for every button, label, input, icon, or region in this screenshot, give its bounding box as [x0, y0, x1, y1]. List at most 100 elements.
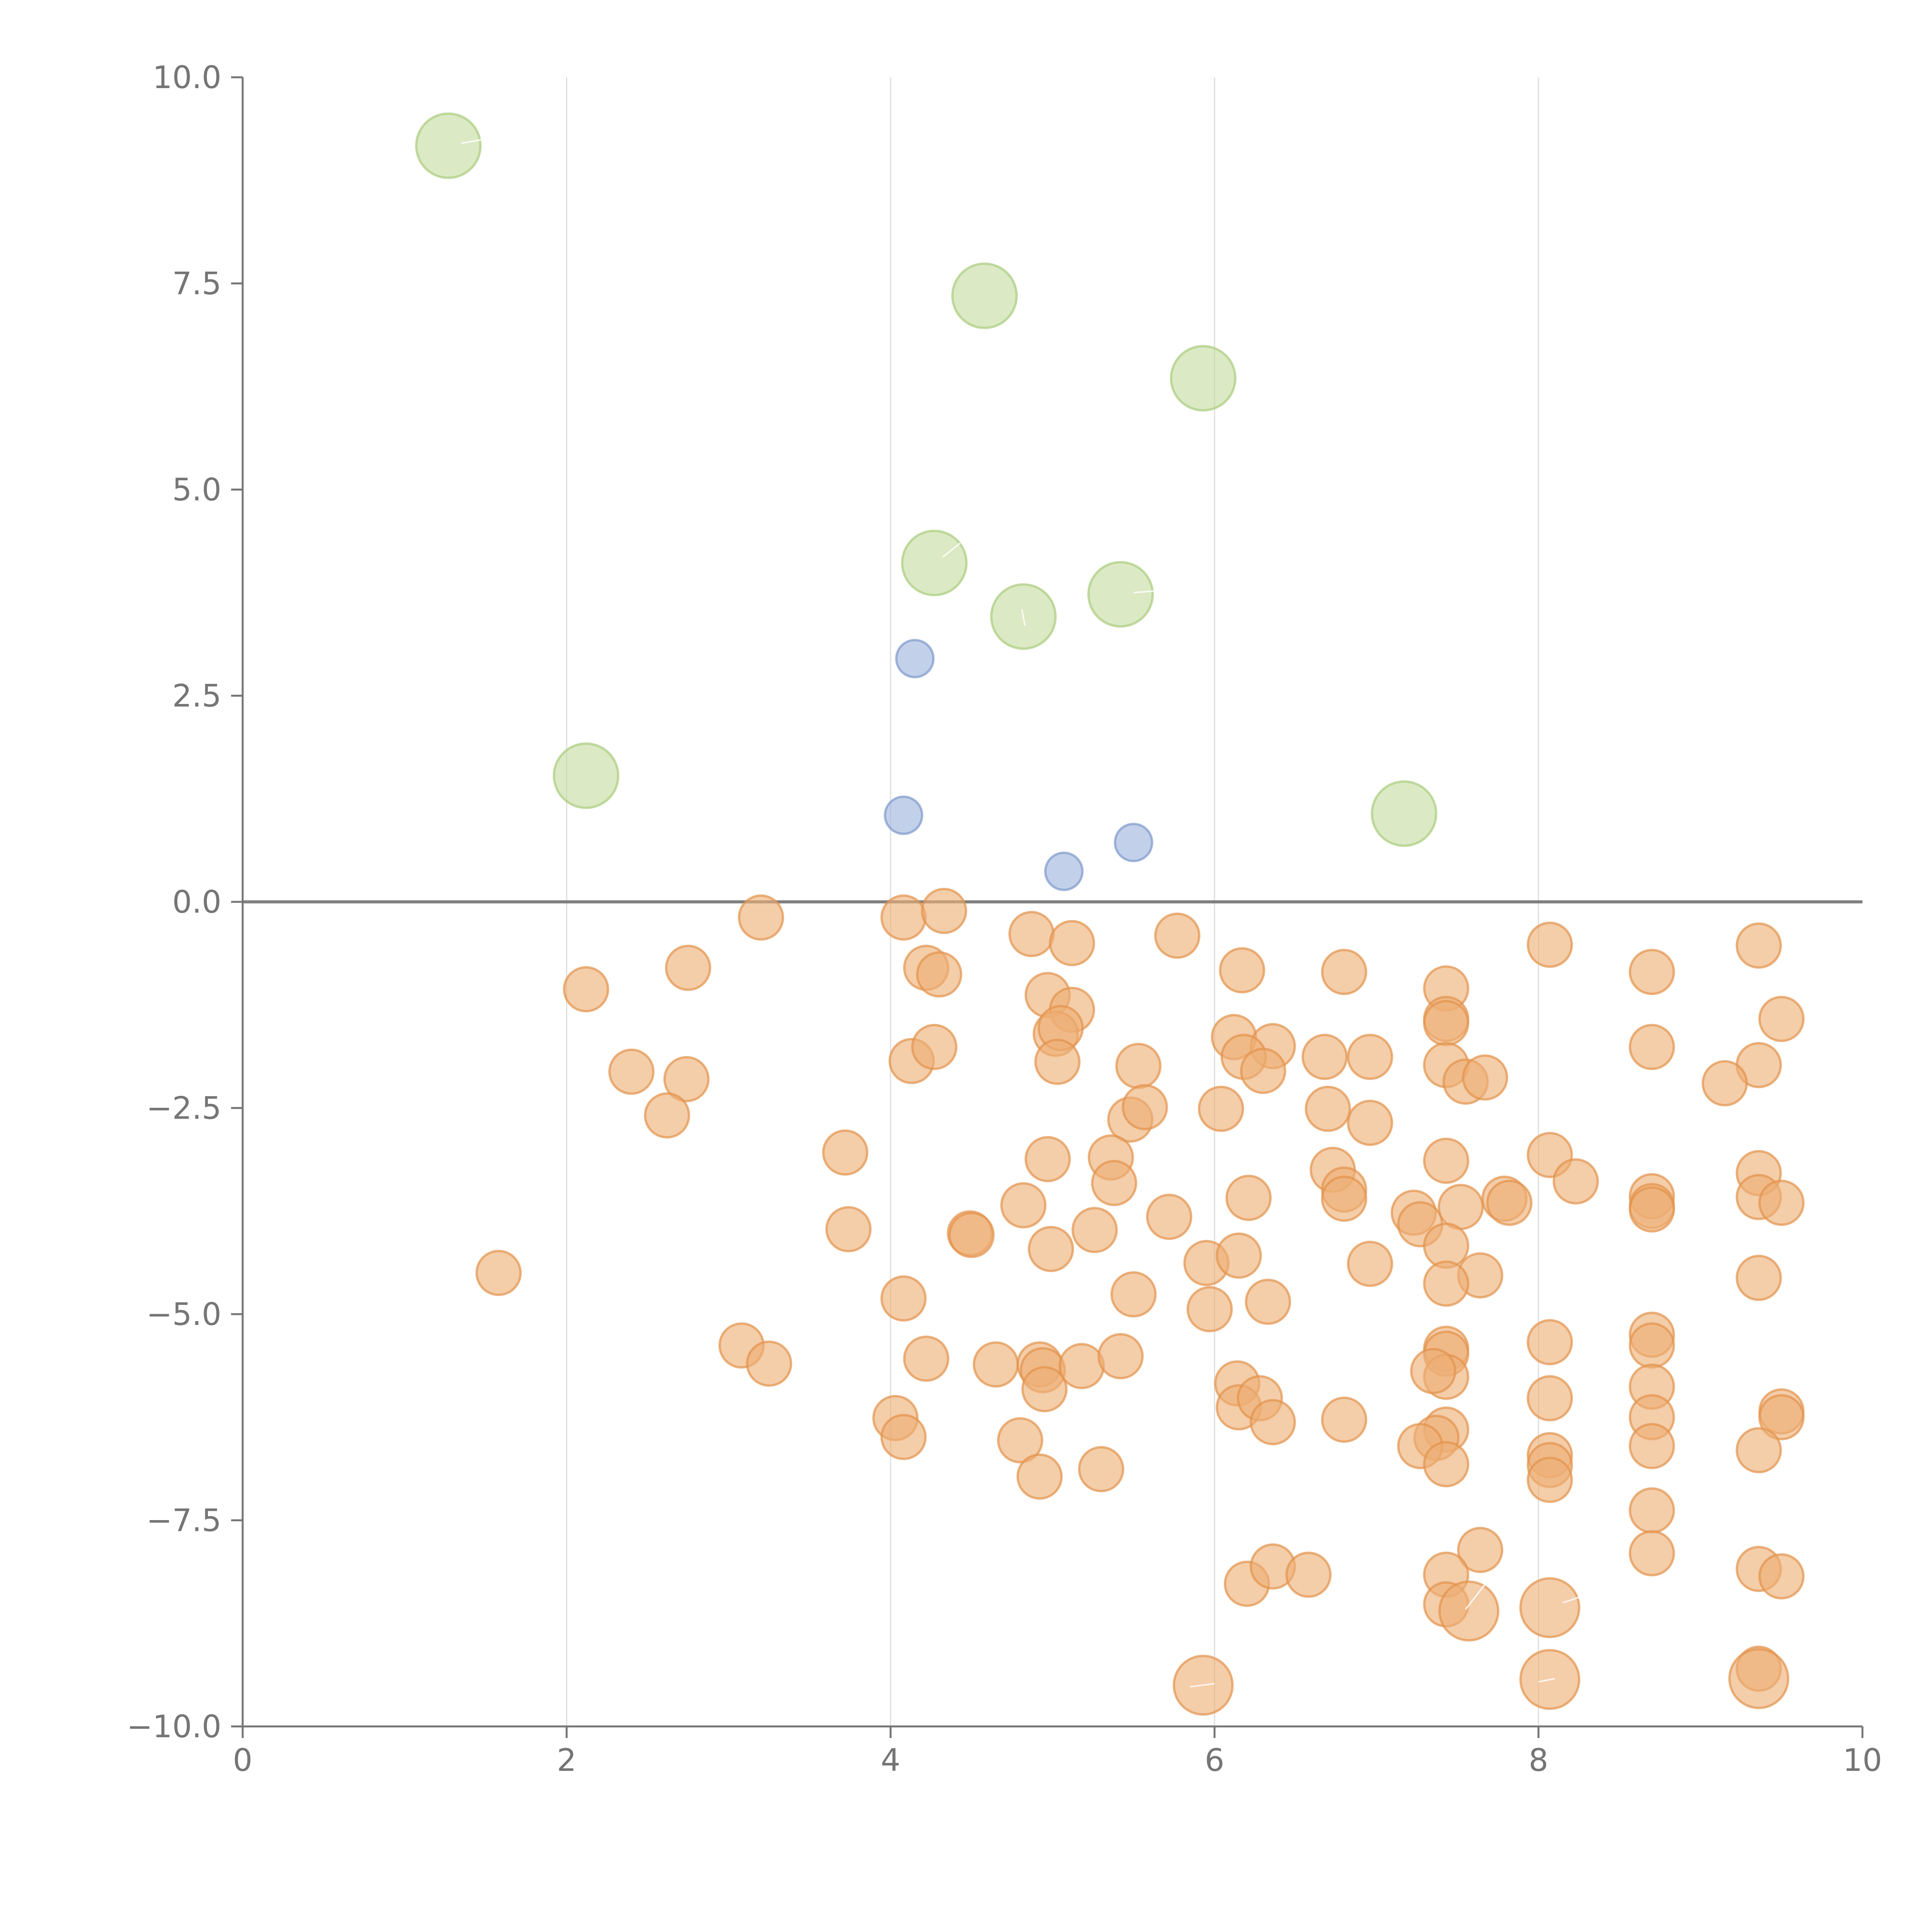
annotations — [461, 138, 1588, 1688]
data-point-orange — [1058, 1343, 1105, 1389]
data-point-orange — [1457, 1527, 1503, 1573]
data-point-orange — [1198, 1085, 1244, 1132]
data-point-orange — [1527, 1457, 1573, 1503]
data-point-orange — [1410, 1348, 1456, 1395]
data-point-orange — [1629, 1024, 1675, 1070]
data-point-orange — [1216, 1232, 1262, 1279]
data-point-orange — [1285, 1551, 1332, 1598]
x-tick-label: 8 — [1529, 1742, 1548, 1778]
data-point-orange — [1735, 922, 1782, 969]
y-tick-label: −2.5 — [146, 1090, 221, 1126]
y-tick-label: 2.5 — [172, 678, 221, 714]
data-point-orange — [1304, 1085, 1351, 1132]
data-point-orange — [1423, 1000, 1469, 1046]
data-point-orange — [1629, 1186, 1675, 1233]
leader-line — [1133, 589, 1166, 594]
data-point-orange — [1321, 1175, 1367, 1222]
data-point-orange — [1049, 920, 1095, 966]
x-tick-label: 4 — [881, 1742, 900, 1778]
data-point-orange — [1115, 1043, 1162, 1089]
data-point-orange — [738, 894, 784, 941]
x-tick-label: 10 — [1843, 1742, 1882, 1778]
data-point-orange — [1629, 1423, 1675, 1469]
data-point-blue — [1114, 823, 1153, 862]
leader-line — [1538, 1678, 1555, 1683]
data-point-green — [553, 742, 619, 809]
data-point-orange — [1122, 1084, 1168, 1131]
data-point-orange — [1758, 1394, 1805, 1440]
data-point-green — [1371, 780, 1437, 847]
x-tick-label: 2 — [557, 1742, 577, 1778]
data-point-orange — [1186, 1286, 1233, 1332]
data-point-orange — [1016, 1453, 1063, 1500]
data-point-orange — [1758, 1553, 1805, 1600]
leader-line — [461, 138, 486, 144]
data-point-orange — [1347, 1241, 1393, 1287]
data-point-orange — [1527, 1375, 1573, 1422]
data-point-orange — [1301, 1034, 1348, 1080]
axes: 0 2 4 6 8 10 10.0 7.5 5.0 2.5 0.0 −2.5 −5.0 −7.5 −10.0 — [127, 60, 1882, 1778]
data-point-blue — [884, 795, 923, 835]
data-point-orange — [563, 966, 609, 1012]
data-point-blue — [895, 639, 935, 679]
data-point-orange — [1735, 1255, 1782, 1301]
y-tick-label: 10.0 — [153, 60, 221, 95]
data-point-orange — [1629, 949, 1675, 995]
data-point-orange — [1097, 1333, 1144, 1379]
data-point-orange — [1438, 1580, 1500, 1642]
leader-line — [1562, 1594, 1588, 1604]
data-point-orange — [1519, 1577, 1580, 1638]
data-point-orange — [665, 944, 711, 991]
data-point-orange — [1028, 1226, 1074, 1272]
data-point-orange — [1758, 996, 1805, 1042]
data-point-orange — [1437, 1184, 1484, 1230]
data-point-orange — [1629, 1322, 1675, 1369]
data-point-orange — [1240, 1048, 1286, 1094]
leader-line — [1465, 1577, 1491, 1610]
data-point-orange — [822, 1129, 869, 1176]
data-point-orange — [825, 1206, 872, 1252]
data-point-green — [901, 529, 968, 597]
data-point-orange — [1347, 1100, 1393, 1146]
data-point-orange — [1146, 1194, 1192, 1240]
data-point-orange — [1225, 1175, 1272, 1221]
data-point-orange — [911, 1024, 957, 1070]
data-point-orange — [916, 951, 963, 998]
data-point-orange — [1728, 1648, 1789, 1709]
y-tick-label: −7.5 — [146, 1503, 221, 1539]
data-point-orange — [1701, 1060, 1748, 1107]
y-tick-label: −10.0 — [127, 1709, 221, 1745]
data-point-orange — [644, 1092, 690, 1139]
data-point-orange — [746, 1340, 793, 1387]
data-point-orange — [1154, 912, 1201, 959]
data-point-blue — [1044, 852, 1084, 891]
data-point-orange — [921, 888, 967, 934]
data-point-orange — [1423, 1260, 1469, 1307]
data-point-orange — [997, 1417, 1043, 1464]
data-point-orange — [880, 1275, 927, 1322]
y-tick-label: 5.0 — [172, 472, 221, 508]
leader-line — [942, 543, 961, 558]
data-point-orange — [1219, 947, 1265, 993]
data-point-green — [1087, 561, 1154, 628]
data-point-orange — [1486, 1180, 1532, 1226]
y-tick-label: 0.0 — [172, 884, 221, 920]
leader-line — [1190, 1683, 1215, 1688]
data-point-orange — [1091, 1160, 1138, 1206]
y-tick-label: −5.0 — [146, 1296, 221, 1332]
data-point-orange — [903, 1335, 949, 1382]
x-tick-label: 0 — [233, 1742, 253, 1778]
data-point-orange — [1008, 911, 1055, 957]
data-point-green — [415, 112, 482, 179]
y-tick-label: 7.5 — [172, 266, 221, 302]
data-point-orange — [608, 1048, 655, 1095]
data-points — [415, 112, 1805, 1716]
data-point-orange — [1245, 1279, 1291, 1325]
data-point-orange — [1024, 1136, 1071, 1182]
data-point-orange — [1758, 1180, 1805, 1226]
data-point-orange — [663, 1056, 710, 1102]
data-point-orange — [1462, 1054, 1509, 1101]
data-point-orange — [880, 1414, 927, 1460]
data-point-orange — [1000, 1182, 1047, 1229]
